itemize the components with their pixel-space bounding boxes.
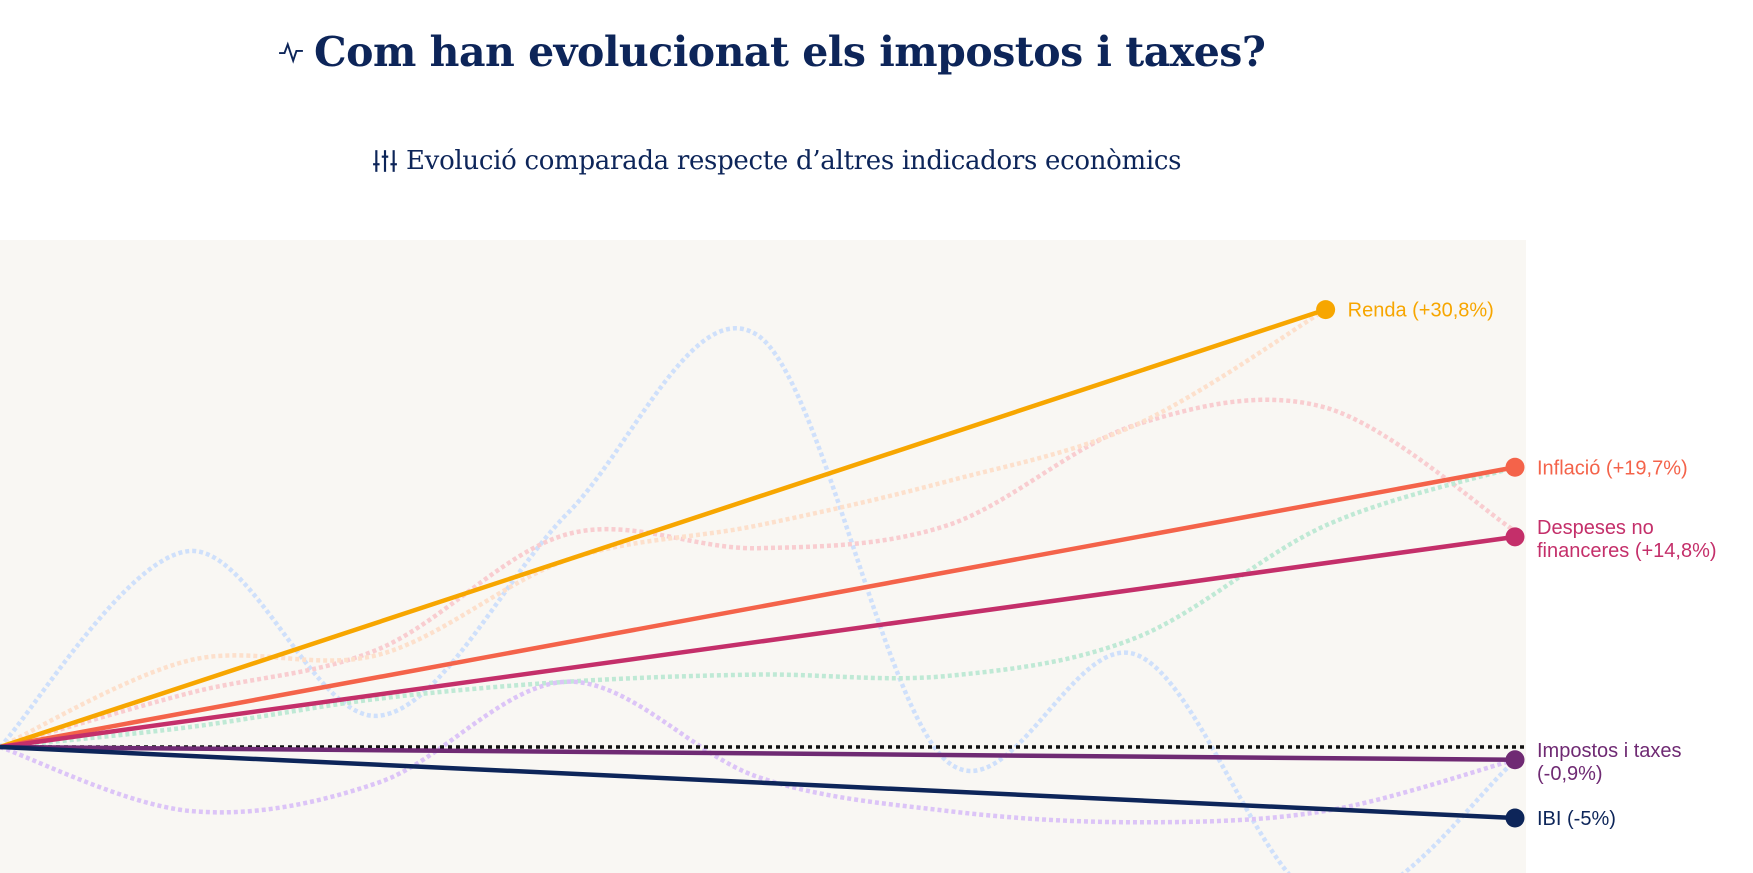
series-line-renda — [0, 307, 1327, 750]
series-line-impostos-i-taxes — [0, 744, 1516, 763]
chart-subtitle-block: Evolució comparada respecte d’altres ind… — [372, 146, 1181, 176]
series-label-line: Impostos i taxes — [1537, 740, 1682, 762]
background-series-line-1 — [0, 397, 1517, 750]
series-label-line: (-0,9%) — [1537, 763, 1603, 785]
series-label-line: Inflació (+19,7%) — [1537, 457, 1688, 479]
series-line-despeses-no-financeres — [0, 534, 1516, 750]
series-label-despeses-no-financeres: Despeses no financeres (+14,8%) — [1537, 517, 1717, 562]
series-end-point-renda[interactable] — [1316, 300, 1336, 320]
series-label-line: Renda (+30,8%) — [1348, 300, 1494, 322]
page-title-block: Com han evolucionat els impostos i taxes… — [278, 28, 1266, 76]
series-label-line: financeres (+14,8%) — [1537, 540, 1717, 562]
chart-subtitle: Evolució comparada respecte d’altres ind… — [406, 146, 1182, 176]
plot-background — [0, 240, 1526, 873]
series-label-line: IBI (-5%) — [1537, 808, 1616, 830]
activity-pulse-icon — [279, 41, 303, 64]
series-line-ibi — [0, 744, 1516, 821]
series-label-impostos-i-taxes: Impostos i taxes (-0,9%) — [1537, 740, 1682, 785]
sliders-icon — [373, 150, 397, 172]
background-series-line-3 — [0, 465, 1516, 750]
series-label-inflacio: Inflació (+19,7%) — [1537, 457, 1688, 479]
series-label-line: Despeses no — [1537, 517, 1654, 539]
background-series-line-2 — [0, 307, 1327, 750]
background-series-line-4 — [0, 679, 1516, 825]
series-end-point-despeses-no-financeres[interactable] — [1505, 527, 1525, 547]
series-line-inflacio — [0, 465, 1516, 750]
series-label-renda: Renda (+30,8%) — [1348, 300, 1494, 322]
background-series-line-0 — [0, 326, 1517, 873]
series-label-ibi: IBI (-5%) — [1537, 808, 1616, 830]
page-title: Com han evolucionat els impostos i taxes… — [314, 28, 1266, 76]
series-end-point-impostos-i-taxes[interactable] — [1505, 750, 1525, 770]
series-end-point-ibi[interactable] — [1505, 808, 1525, 828]
series-end-point-inflacio[interactable] — [1505, 457, 1525, 477]
